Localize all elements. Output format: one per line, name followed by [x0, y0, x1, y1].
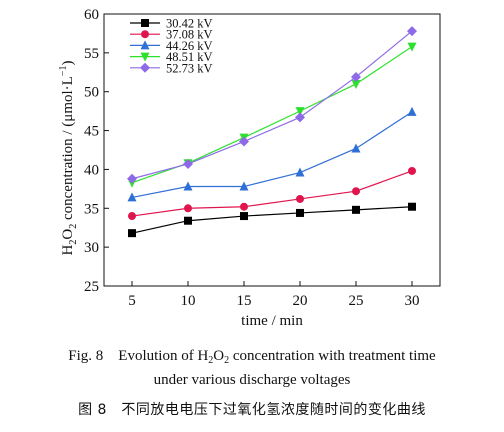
legend-label: 37.08 kV [166, 28, 213, 42]
series-group [128, 166, 416, 221]
y-tick-label: 50 [84, 85, 99, 101]
x-tick-label: 15 [237, 293, 252, 309]
y-tick-label: 30 [84, 240, 99, 256]
x-tick-label: 25 [349, 293, 364, 309]
data-point [351, 143, 361, 153]
y-tick-label: 55 [84, 46, 99, 62]
y-axis-label-sup: −1 [58, 66, 69, 77]
caption-subscript: 2 [224, 355, 230, 366]
legend-marker [140, 62, 150, 73]
y-tick-label: 35 [84, 201, 99, 217]
line-chart: 25 30 35 40 45 50 55 60 5 10 15 20 25 30 30.42 kV37.… [58, 7, 441, 329]
y-axis-label-sub: 2 [68, 224, 79, 229]
data-point [408, 166, 416, 175]
y-axis-label-part: concentration / (μmol·L [60, 76, 76, 224]
data-point [128, 229, 136, 238]
data-point [128, 212, 136, 221]
data-point [239, 136, 249, 147]
y-tick-label: 40 [84, 162, 99, 178]
x-axis-label: time / min [241, 313, 303, 329]
data-point [352, 187, 360, 196]
x-tick-label: 30 [405, 293, 420, 309]
caption-text: Evolution of H [118, 348, 209, 364]
y-axis-label-sub: 2 [68, 240, 79, 245]
x-axis-ticks: 5 10 15 20 25 30 [128, 281, 420, 309]
caption-subscript: 2 [208, 355, 214, 366]
series-group [128, 202, 416, 238]
caption-text: concentration with treatment time [229, 348, 436, 364]
series-line [131, 111, 413, 198]
y-axis-label: H2O2 concentration / (μmol·L−1) [58, 61, 79, 256]
data-point [351, 71, 361, 82]
y-tick-label: 60 [84, 7, 99, 23]
data-point [407, 42, 417, 52]
data-point [127, 192, 137, 202]
data-point [351, 79, 361, 89]
figure-number: Fig. 8 [68, 348, 104, 364]
data-series [127, 26, 417, 238]
legend-marker [141, 30, 149, 39]
series-line [131, 30, 413, 180]
legend-label: 44.26 kV [166, 39, 213, 53]
legend-label: 48.51 kV [166, 50, 213, 64]
data-point [239, 181, 249, 191]
series-line [131, 170, 413, 217]
y-axis-ticks: 25 30 35 40 45 50 55 60 [84, 7, 109, 295]
figure-caption-english-line1: Fig. 8 Evolution of H2O2 concentration w… [0, 346, 504, 366]
legend-label: 52.73 kV [166, 61, 213, 75]
series-group [127, 26, 417, 184]
legend-label: 30.42 kV [166, 17, 213, 31]
data-point [407, 106, 417, 116]
data-point [295, 167, 305, 177]
y-axis-label-part: ) [60, 61, 76, 66]
data-point [408, 202, 416, 211]
series-group [127, 106, 417, 202]
plot-axes [103, 13, 441, 287]
data-point [184, 216, 192, 225]
data-point [296, 208, 304, 217]
series-line [131, 206, 413, 234]
figure-caption-english-line2: under various discharge voltages [153, 372, 351, 388]
y-axis-label-part: H [60, 244, 76, 255]
data-point [352, 205, 360, 214]
legend-marker [140, 40, 150, 50]
legend-marker [141, 19, 149, 27]
data-point [295, 112, 305, 123]
x-tick-label: 10 [181, 293, 196, 309]
caption-text: O [213, 348, 225, 364]
data-point [127, 173, 137, 184]
data-point [184, 204, 192, 213]
data-point [407, 26, 417, 37]
y-tick-label: 25 [84, 279, 99, 295]
data-point [183, 181, 193, 191]
legend-marker [140, 52, 150, 62]
data-point [240, 212, 248, 221]
figure-caption-chinese: 图 8 不同放电电压下过氧化氢浓度随时间的变化曲线 [78, 402, 426, 418]
y-tick-label: 45 [84, 124, 99, 140]
y-axis-label-part: O [60, 229, 76, 240]
plot-frame [103, 13, 441, 287]
data-point [296, 194, 304, 203]
data-point [183, 158, 193, 169]
x-tick-label: 5 [128, 293, 136, 309]
data-point [295, 107, 305, 117]
x-tick-label: 20 [293, 293, 308, 309]
data-point [240, 202, 248, 211]
